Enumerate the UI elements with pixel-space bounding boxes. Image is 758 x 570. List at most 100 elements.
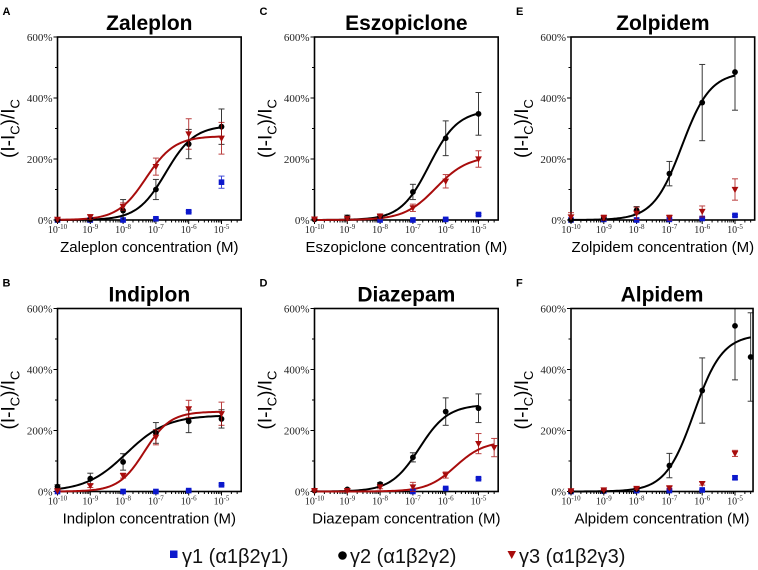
chart-title: Alpidem [621,284,704,307]
y-axis-label-text: (I-I [0,135,20,158]
triangle-down-marker-icon [507,551,516,559]
series-gamma3 [54,399,225,495]
data-point-gamma1 [442,485,449,492]
y-axis-label: (I-IC)/IC [0,99,23,158]
data-point-gamma1 [153,215,159,222]
x-tick-label: 10-6 [181,495,197,508]
data-point-gamma1 [185,208,192,215]
data-point-gamma1 [218,179,225,185]
x-tick-label: 10-7 [148,223,164,236]
data-point-gamma1 [410,217,416,223]
data-point-gamma3 [600,214,608,222]
x-tick-label-base: 10 [727,497,737,508]
y-axis-label: (I-IC)/IC [256,99,280,158]
series-gamma2 [311,393,482,494]
x-tick-label-base: 10 [438,497,448,508]
x-tick-label-base: 10 [629,497,639,508]
x-tick-label-exponent: -8 [382,223,388,231]
x-tick-label-exponent: -6 [448,495,454,503]
x-axis-label: Diazepam concentration (M) [312,511,500,528]
data-point-gamma1 [699,215,705,222]
plot-frame [56,307,242,493]
data-point-gamma3 [343,487,351,495]
data-point-gamma3 [666,214,673,222]
series-gamma1 [54,175,225,223]
x-tick-label: 10-9 [82,495,98,508]
y-tick-label: 600% [284,303,310,315]
y-axis-label-text: (I-I [256,135,277,158]
x-tick-label-exponent: -5 [737,495,743,503]
data-point-gamma3 [567,214,575,221]
x-tick-label: 10-10 [305,223,325,236]
y-tick-label: 0% [38,486,53,498]
x-tick-label-exponent: -6 [704,223,710,231]
data-point-gamma3 [311,216,318,223]
data-point-gamma3 [185,131,193,138]
y-tick-label: 400% [284,364,310,376]
y-axis-label: (I-IC)/IC [0,371,23,430]
x-tick-label-exponent: -8 [125,223,131,231]
data-point-gamma1 [475,475,482,482]
data-point-gamma3 [311,487,318,495]
data-point-gamma2 [732,69,738,75]
y-tick-label: 400% [284,93,310,105]
x-tick-label-exponent: -8 [639,495,645,503]
data-point-gamma3 [567,488,575,495]
x-tick-label: 10-6 [438,495,454,508]
x-tick-label: 10-8 [115,223,131,236]
legend-label: γ3 (α1β2γ3) [519,546,625,568]
y-tick-label: 0% [295,486,310,498]
data-point-gamma2 [410,189,416,195]
x-tick-label-exponent: -10 [571,223,581,231]
data-point-gamma1 [699,487,705,493]
x-tick-label: 10-7 [661,223,677,236]
plot-frame [570,307,754,493]
legend-label: γ2 (α1β2γ2) [350,546,456,568]
panel-c-eszopiclone: C Eszopiclone(I-IC)/IC0%200%400%600%10-10… [256,6,508,256]
x-tick-label-base: 10 [661,225,671,236]
x-tick-label: 10-7 [405,223,421,236]
panel-letter: F [516,278,523,290]
series-gamma2 [311,92,482,223]
data-point-gamma3 [475,441,482,448]
data-point-gamma1 [218,481,225,488]
y-tick-label: 200% [540,154,566,166]
panel-d-diazepam: D Diazepam(I-IC)/IC0%200%400%600%10-10 10-… [256,278,501,528]
x-tick-label: 10-5 [471,223,487,236]
data-point-gamma1 [633,217,640,223]
y-tick-label: 600% [540,32,566,44]
data-point-gamma3 [698,208,706,216]
plot-frame [313,307,499,493]
data-point-gamma3 [633,210,640,217]
x-tick-label: 10-7 [661,495,677,508]
x-tick-label-base: 10 [339,497,349,508]
x-tick-label-exponent: -7 [158,495,164,503]
x-tick-label-exponent: -5 [481,495,487,503]
y-tick-label: 400% [27,364,53,376]
x-tick-label-base: 10 [115,225,125,236]
data-point-gamma1 [475,211,482,218]
y-tick-label: 600% [27,32,53,44]
plot-frame [313,36,499,221]
x-axis-label: Zolpidem concentration (M) [572,239,755,256]
y-axis-label-text: )/I [256,380,277,397]
x-axis-label: Alpidem concentration (M) [574,511,749,528]
x-tick-label-exponent: -9 [606,223,612,231]
x-tick-label-exponent: -10 [58,223,68,231]
x-tick-label-exponent: -9 [92,495,98,503]
x-tick-label: 10-6 [438,223,454,236]
x-tick-label-exponent: -8 [382,495,388,503]
x-tick-label: 10-10 [305,495,325,508]
x-tick-label-base: 10 [148,497,158,508]
x-tick-label: 10-9 [596,495,612,508]
data-point-gamma3 [409,205,417,212]
x-tick-label-base: 10 [596,497,606,508]
y-axis-label-subscript: C [8,397,23,406]
y-tick-label: 0% [295,215,310,227]
x-tick-label-base: 10 [629,225,639,236]
x-tick-label-exponent: -9 [349,223,355,231]
x-tick-label-base: 10 [181,225,191,236]
y-axis-label: (I-IC)/IC [512,99,536,158]
y-axis-label-subscript: C [265,99,280,108]
